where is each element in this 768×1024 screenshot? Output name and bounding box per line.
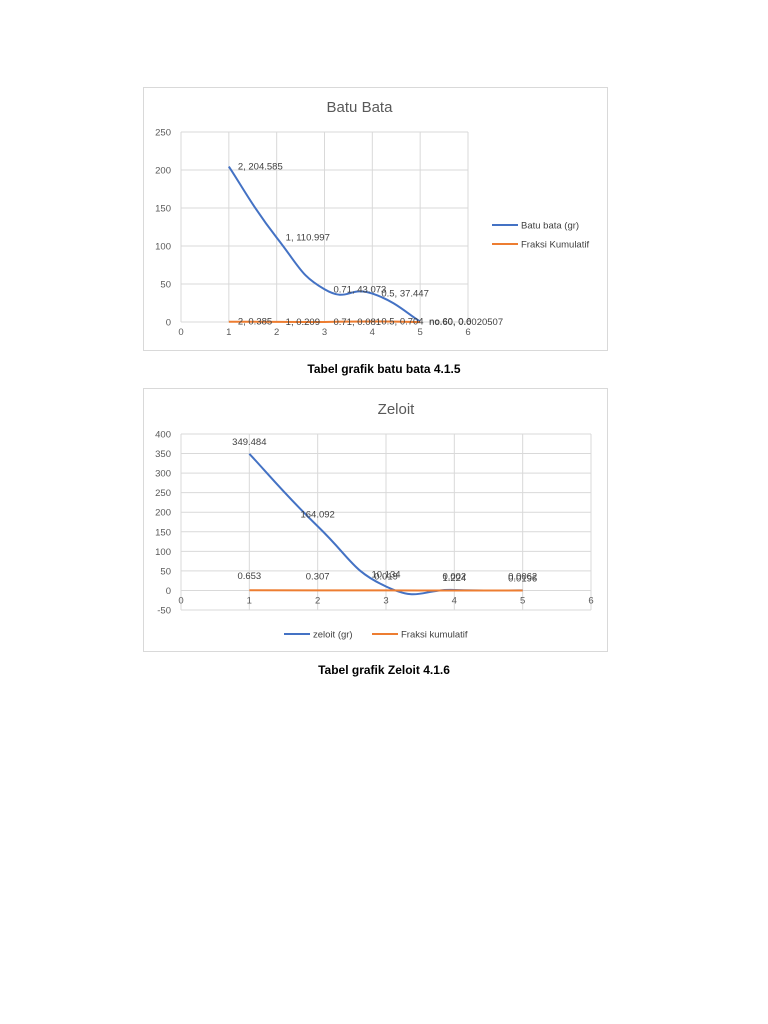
x-tick-label: 6: [588, 595, 593, 606]
x-tick-label: 5: [418, 327, 423, 338]
y-tick-label: 50: [160, 280, 171, 291]
caption-batu-bata: Tabel grafik batu bata 4.1.5: [307, 362, 461, 376]
x-tick-label: 1: [226, 327, 231, 338]
grid-lines: [180, 433, 592, 611]
y-tick-label: 200: [155, 166, 171, 177]
chart-title: Zeloit: [378, 401, 416, 418]
data-label: 0.5, 37.447: [381, 289, 429, 300]
data-label: 0.71, 43.073: [334, 284, 387, 295]
data-label: 0.5, 0.704: [381, 316, 423, 327]
data-label: 2, 0.385: [238, 317, 272, 328]
axis-ticks: 0 50 100 150 200 250 0 1 2 3 4 5 6: [155, 128, 471, 339]
data-label: 0.71, 0.081: [334, 317, 382, 328]
x-tick-label: 2: [274, 327, 279, 338]
y-tick-label: 250: [155, 128, 171, 139]
legend-label-1: Batu bata (gr): [521, 221, 579, 232]
data-label: 10.134: [371, 569, 400, 580]
data-label: 1, 110.997: [286, 233, 330, 244]
x-tick-label: 5: [520, 595, 525, 606]
data-label: 0.653: [237, 571, 261, 582]
data-label: 349.484: [232, 437, 266, 448]
data-label: 1, 0.209: [286, 317, 320, 328]
y-tick-label: 200: [155, 508, 171, 519]
y-tick-label: 0: [166, 318, 171, 329]
y-tick-label: 250: [155, 488, 171, 499]
y-tick-label: -50: [157, 606, 171, 617]
x-tick-label: 3: [322, 327, 327, 338]
y-tick-label: 0: [166, 586, 171, 597]
y-tick-label: 100: [155, 242, 171, 253]
series-line-1: [228, 165, 421, 323]
legend: Batu bata (gr) Fraksi Kumulatif: [492, 221, 589, 251]
y-tick-label: 350: [155, 449, 171, 460]
data-label: 2, 204.585: [238, 162, 283, 173]
series-line-2: [228, 320, 421, 323]
data-label: no.60, 0.6: [429, 317, 471, 328]
legend-label-2: Fraksi Kumulatif: [521, 240, 589, 251]
y-tick-label: 150: [155, 527, 171, 538]
x-tick-label: 4: [452, 595, 457, 606]
chart-batu-bata: Batu Bata 0 50 100 150 200 250 0 1 2 3 4 5 6 2, 204.58…: [143, 87, 608, 351]
axis-ticks: -50 0 50 100 150 200 250 300 350 400 0 1 2 3 4 5 6: [155, 430, 594, 617]
x-tick-label: 2: [315, 595, 320, 606]
x-tick-label: 0: [178, 595, 183, 606]
data-label: no.60, 0.0020507: [429, 317, 503, 328]
data-label: 0.019: [374, 571, 398, 582]
grid-lines: [180, 131, 469, 323]
x-tick-label: 4: [370, 327, 375, 338]
data-label: 0.002: [442, 571, 466, 582]
caption-zeloit: Tabel grafik Zeloit 4.1.6: [318, 663, 450, 677]
x-tick-label: 0: [178, 327, 183, 338]
x-tick-label: 6: [465, 327, 470, 338]
y-tick-label: 300: [155, 469, 171, 480]
chart-zeloit: Zeloit -50 0 50 100 150 200 250 300 350 400 0 1 2 3 4 5 6…: [143, 388, 608, 652]
x-tick-label: 1: [247, 595, 252, 606]
data-label: 0.0196: [508, 573, 537, 584]
chart-title: Batu Bata: [327, 99, 394, 116]
data-labels-series-1: 349.484 164.092 10.134 1.224 0.0196: [232, 437, 537, 585]
legend-label-2: Fraksi kumulatif: [401, 630, 468, 641]
data-labels-series-2: 0.653 0.307 0.019 0.002 0.0062: [237, 571, 537, 582]
x-tick-label: 3: [383, 595, 388, 606]
data-label: 164.092: [300, 509, 334, 520]
y-tick-label: 150: [155, 204, 171, 215]
y-tick-label: 50: [160, 566, 171, 577]
data-labels-series-2: 2, 0.385 1, 0.209 0.71, 0.081 0.5, 0.704 no.…: [238, 316, 503, 328]
legend: zeloit (gr) Fraksi kumulatif: [284, 630, 468, 641]
data-label: 1.224: [442, 573, 466, 584]
data-label: 0.0062: [508, 571, 537, 582]
y-tick-label: 100: [155, 547, 171, 558]
chart-zeloit-svg: Zeloit -50 0 50 100 150 200 250 300 350 400 0 1 2 3 4 5 6…: [155, 401, 594, 641]
y-tick-label: 400: [155, 430, 171, 441]
data-label: 0.307: [306, 571, 330, 582]
legend-label-1: zeloit (gr): [313, 630, 353, 641]
